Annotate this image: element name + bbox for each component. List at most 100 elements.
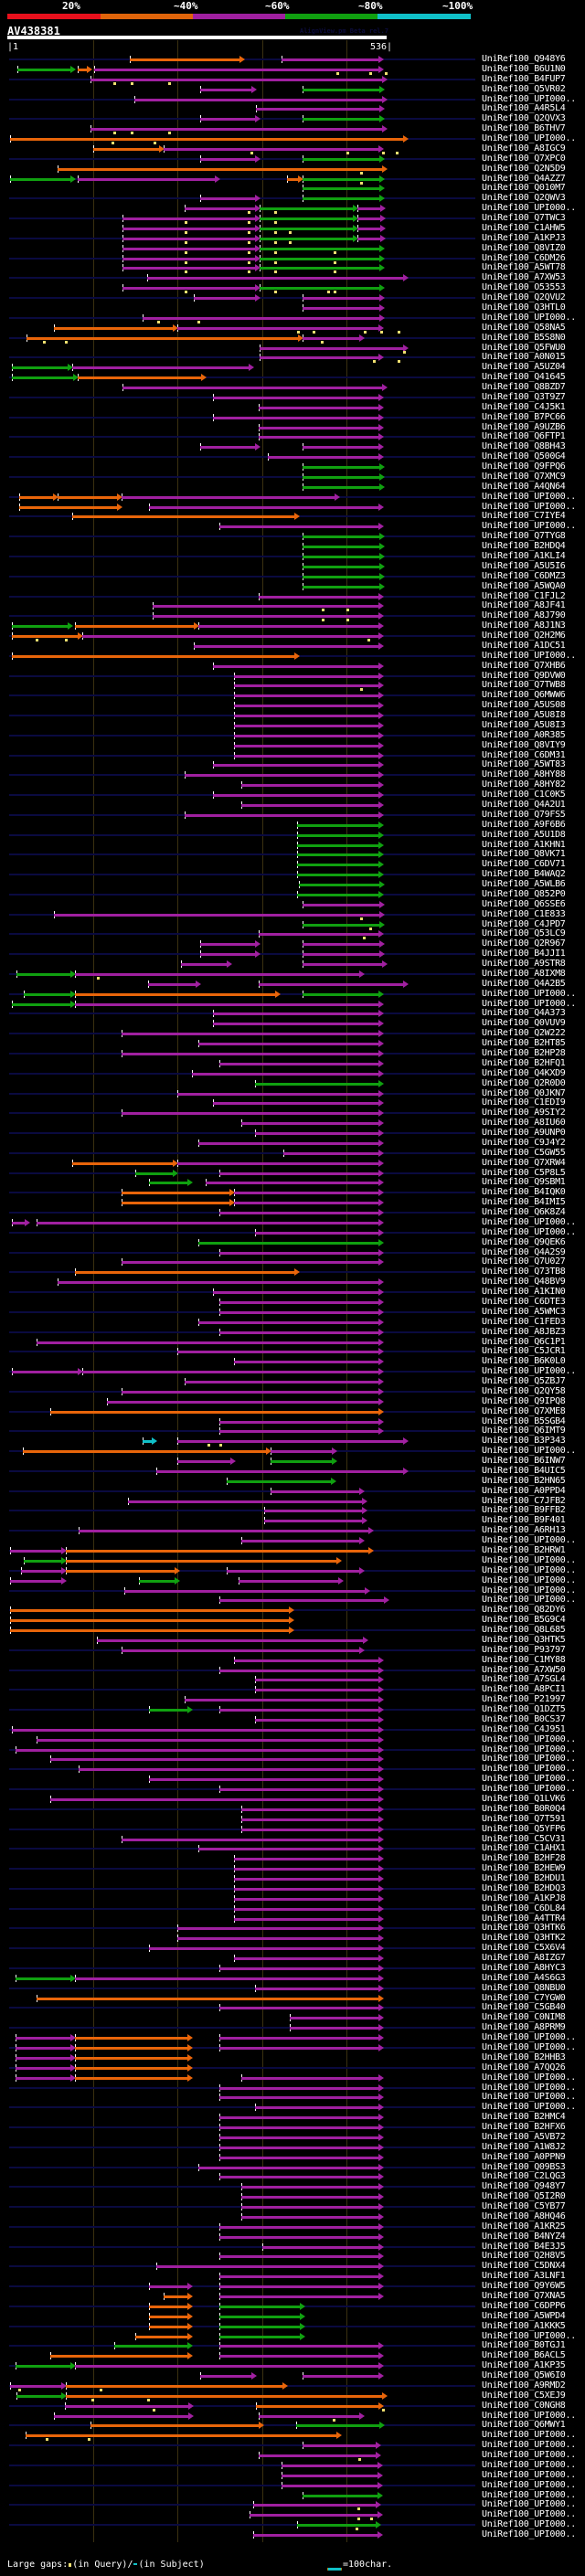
hit-segment[interactable] [219, 2285, 379, 2288]
hit-segment[interactable] [192, 1073, 379, 1076]
subject-label[interactable]: UniRef100_Q8VIZ0 [482, 243, 566, 253]
hit-segment[interactable] [54, 914, 380, 917]
alignment-row[interactable]: UniRef100_UPI000.. [0, 2450, 585, 2461]
subject-label[interactable]: UniRef100_B2HHB3 [482, 2052, 566, 2062]
hit-segment[interactable] [122, 1053, 379, 1055]
subject-label[interactable]: UniRef100_A4R5L4 [482, 103, 566, 113]
subject-label[interactable]: UniRef100_A8IXM8 [482, 969, 566, 979]
hit-segment[interactable] [177, 1440, 404, 1443]
hit-segment[interactable] [241, 2186, 379, 2189]
subject-label[interactable]: UniRef100_C7YGW0 [482, 1993, 566, 2003]
subject-label[interactable]: UniRef100_C4JPD7 [482, 919, 566, 929]
hit-segment[interactable] [16, 2067, 71, 2070]
hit-segment[interactable] [255, 2106, 379, 2109]
hit-segment[interactable] [260, 347, 404, 350]
subject-label[interactable]: UniRef100_UPI000.. [482, 1734, 576, 1744]
subject-label[interactable]: UniRef100_UPI000.. [482, 1535, 576, 1545]
subject-label[interactable]: UniRef100_B7PC66 [482, 412, 566, 422]
subject-label[interactable]: UniRef100_C6DTE3 [482, 1297, 566, 1307]
subject-label[interactable]: UniRef100_A0PPD4 [482, 1486, 566, 1496]
subject-label[interactable]: UniRef100_Q41645 [482, 372, 566, 382]
hit-segment[interactable] [259, 407, 379, 409]
hit-segment[interactable] [16, 2395, 62, 2398]
alignment-row[interactable]: UniRef100_UPI000.. [0, 1535, 585, 1546]
hit-segment[interactable] [185, 774, 379, 777]
subject-label[interactable]: UniRef100_UPI000.. [482, 2032, 576, 2042]
subject-label[interactable]: UniRef100_Q6SSE6 [482, 899, 566, 909]
hit-segment[interactable] [297, 824, 379, 827]
subject-label[interactable]: UniRef100_C4J5K1 [482, 402, 566, 412]
alignment-row[interactable]: UniRef100_C4J951 [0, 1724, 585, 1735]
hit-segment[interactable] [260, 238, 354, 240]
hit-segment[interactable] [122, 1391, 379, 1394]
hit-segment[interactable] [259, 933, 379, 936]
alignment-row[interactable]: UniRef100_A7SGL4 [0, 1674, 585, 1685]
alignment-row[interactable]: UniRef100_A1KLI4 [0, 551, 585, 562]
alignment-row[interactable]: UniRef100_Q3HTK6 [0, 1923, 585, 1934]
hit-segment[interactable] [50, 2355, 188, 2358]
hit-segment[interactable] [234, 1659, 379, 1662]
hit-segment[interactable] [303, 993, 379, 996]
hit-segment[interactable] [303, 963, 383, 966]
alignment-row[interactable]: UniRef100_Q1LVK6 [0, 1794, 585, 1805]
hit-segment[interactable] [219, 2147, 379, 2149]
subject-label[interactable]: UniRef100_UPI000.. [482, 2470, 576, 2480]
alignment-row[interactable]: UniRef100_B4NYZ4 [0, 2231, 585, 2242]
alignment-row[interactable]: UniRef100_Q852P0 [0, 889, 585, 900]
hit-segment[interactable] [122, 1839, 379, 1841]
subject-label[interactable]: UniRef100_C6DM31 [482, 750, 566, 760]
alignment-row[interactable]: UniRef100_C7JFB2 [0, 1496, 585, 1507]
alignment-row[interactable]: UniRef100_UPI000.. [0, 2072, 585, 2083]
hit-segment[interactable] [122, 1112, 379, 1115]
subject-label[interactable]: UniRef100_B4E3J5 [482, 2242, 566, 2252]
subject-label[interactable]: UniRef100_A8IZG7 [482, 1953, 566, 1963]
alignment-row[interactable]: UniRef100_B5SGB4 [0, 1416, 585, 1427]
hit-segment[interactable] [219, 2326, 301, 2328]
hit-segment[interactable] [149, 2306, 188, 2308]
subject-label[interactable]: UniRef100_Q1DZT5 [482, 1704, 566, 1714]
subject-label[interactable]: UniRef100_A4S6G3 [482, 1973, 566, 1983]
hit-segment[interactable] [219, 1311, 379, 1314]
subject-label[interactable]: UniRef100_Q2R967 [482, 938, 566, 949]
hit-segment[interactable] [271, 1450, 333, 1453]
subject-label[interactable]: UniRef100_Q7XPC0 [482, 154, 566, 164]
hit-segment[interactable] [241, 1818, 379, 1821]
alignment-row[interactable]: UniRef100_A5UZ04 [0, 362, 585, 373]
subject-label[interactable]: UniRef100_Q4A2U1 [482, 800, 566, 810]
alignment-row[interactable]: UniRef100_A0PPN9 [0, 2152, 585, 2163]
subject-label[interactable]: UniRef100_C4J951 [482, 1724, 566, 1734]
alignment-row[interactable]: UniRef100_A5U5I6 [0, 561, 585, 572]
subject-label[interactable]: UniRef100_Q7U027 [482, 1256, 566, 1267]
alignment-row[interactable]: UniRef100_B5G9C4 [0, 1615, 585, 1626]
alignment-row[interactable]: UniRef100_B0CS37 [0, 1714, 585, 1725]
hit-segment[interactable] [241, 1122, 379, 1125]
subject-label[interactable]: UniRef100_UPI000.. [482, 133, 576, 143]
alignment-row[interactable]: UniRef100_A0R385 [0, 730, 585, 741]
hit-segment[interactable] [303, 576, 380, 578]
alignment-row[interactable]: UniRef100_Q6MWW6 [0, 690, 585, 701]
subject-label[interactable]: UniRef100_B4UIC5 [482, 1466, 566, 1476]
alignment-row[interactable]: UniRef100_B6INW7 [0, 1456, 585, 1467]
hit-segment[interactable] [213, 1291, 379, 1294]
subject-label[interactable]: UniRef100_C1FJL2 [482, 591, 566, 601]
hit-segment[interactable] [241, 1829, 379, 1831]
hit-segment[interactable] [10, 1580, 62, 1583]
hit-segment[interactable] [303, 466, 380, 469]
alignment-row[interactable]: UniRef100_C6DMZ3 [0, 571, 585, 582]
hit-segment[interactable] [241, 2206, 379, 2209]
alignment-row[interactable]: UniRef100_Q8BH43 [0, 441, 585, 452]
subject-label[interactable]: UniRef100_C5X6V4 [482, 1943, 566, 1953]
alignment-row[interactable]: UniRef100_B6ACL5 [0, 2350, 585, 2361]
hit-segment[interactable] [122, 258, 256, 260]
alignment-row[interactable]: UniRef100_C5P8L5 [0, 1168, 585, 1179]
subject-label[interactable]: UniRef100_Q9SBM1 [482, 1177, 566, 1187]
alignment-row[interactable]: UniRef100_UPI000.. [0, 2083, 585, 2094]
alignment-row[interactable]: UniRef100_A4S6G3 [0, 1973, 585, 1984]
hit-segment[interactable] [213, 764, 379, 767]
hit-segment[interactable] [177, 327, 379, 330]
alignment-row[interactable]: UniRef100_Q4AZZ7 [0, 174, 585, 185]
alignment-row[interactable]: UniRef100_C4J5K1 [0, 402, 585, 413]
hit-segment[interactable] [303, 943, 380, 946]
alignment-row[interactable]: UniRef100_Q82DY6 [0, 1605, 585, 1616]
alignment-row[interactable]: UniRef100_B6K0L0 [0, 1356, 585, 1367]
